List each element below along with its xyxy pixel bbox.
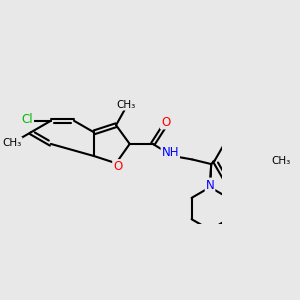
- Text: O: O: [113, 160, 122, 173]
- Text: Cl: Cl: [22, 113, 33, 126]
- Text: CH₃: CH₃: [116, 100, 136, 110]
- Text: N: N: [206, 178, 214, 191]
- Text: CH₃: CH₃: [271, 156, 290, 166]
- Text: NH: NH: [162, 146, 179, 159]
- Text: O: O: [161, 116, 170, 128]
- Text: CH₃: CH₃: [2, 138, 22, 148]
